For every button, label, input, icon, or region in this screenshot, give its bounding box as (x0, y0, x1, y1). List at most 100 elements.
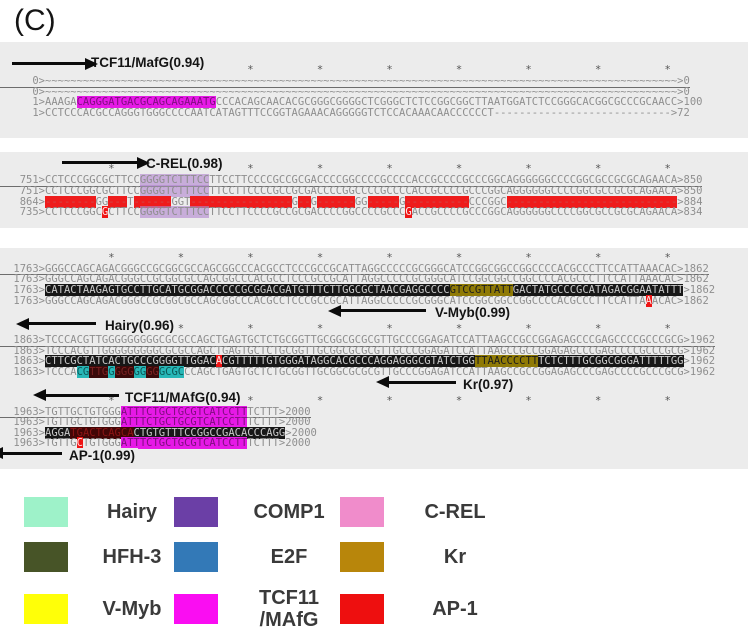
sequence-end-position: >850 (677, 174, 703, 187)
highlight-red: ---------------- (190, 195, 292, 208)
sequence-end-position: >884 (677, 195, 703, 208)
sequence-body: TGTTGCTGTGGGATTTCTGCTGCGTCATCCTTTCTTT (45, 437, 279, 450)
highlight-lavender: GGGGTCTTTCC (139, 184, 210, 197)
sequence-segment: GGGCCAGCAGACGGGCCGCGGCGCCAGCGGCCCACGCCTC… (45, 294, 646, 307)
sequence-segment: ACAC (651, 294, 678, 307)
arrow-left-icon (328, 304, 426, 317)
binding-site-label: Hairy(0.96) (102, 318, 178, 334)
legend-label-v-myb: V-Myb (102, 597, 162, 620)
sequence-start-position: 735> (19, 206, 45, 219)
sequence-line: 0>~~~~~~~~~~~~~~~~~~~~~~~~~~~~~~~~~~~~~~… (0, 85, 690, 98)
arrow-head (328, 304, 341, 317)
highlight-red: ------ (133, 195, 172, 208)
sequence-start-position: 1863> (13, 334, 45, 347)
legend-label-hairy: Hairy (106, 500, 158, 523)
highlight-lavender: GGGGTCTTTCC (139, 206, 210, 219)
sequence-segment: TGTGGG (82, 437, 121, 450)
sequence-end-position: >1962 (683, 334, 716, 347)
arrow-head (137, 156, 150, 169)
sequence-segment: TCCCA (45, 365, 77, 378)
sequence-segment: CTTCGCTATCACTGCCCGGGGTTGGAC (45, 355, 216, 368)
sequence-body: GGGCCAGCAGACGGGCCGCGGCGCCAGCGGCCCACGCCTC… (45, 263, 677, 275)
sequence-segment: CCTCCCGGCGCTTCC (45, 184, 140, 197)
sequence-start-position: 1763> (13, 262, 45, 275)
sequence-end-position: >2000 (278, 416, 311, 429)
arrow-head (16, 317, 29, 330)
sequence-line: 1>CCTCCCACGCCAGGGTGGGCCCCAATCATAGTTTCCGG… (0, 106, 690, 119)
binding-site-label: TCF11/MAfG(0.94) (122, 389, 244, 405)
highlight-lavender: GGGGTCTTTCC (139, 174, 210, 187)
sequence-start-position: 1763> (13, 283, 45, 296)
arrow-left-icon (33, 389, 119, 401)
highlight-cyan: G (108, 365, 115, 378)
position-marker-row: * * * * * * * * * (45, 251, 678, 264)
annotation-row: * * * * * * * * * Hairy(0.96) (0, 317, 748, 335)
legend-item-ap-1: AP-1 (340, 587, 510, 631)
sequence-row: 864>--------GG---T------GGT-------------… (0, 195, 748, 208)
sequence-start-position: 1963> (13, 405, 45, 418)
sequence-start-position: 1863> (13, 355, 45, 368)
sequence-row: 751>CCTCCCGGCGCTTCCGGGGTCTTTCCTTCCTTCCCC… (0, 174, 748, 187)
annotation-row: * * * * * * * * * C-REL(0.98) (0, 156, 748, 175)
sequence-segment: ~~~~~~~~~~~~~~~~~~~~~~~~~~~~~~~~~~~~~~~~… (45, 75, 678, 87)
sequence-end-position: >1962 (683, 344, 716, 357)
sequence-segment: CCTCCCGGC (45, 206, 102, 219)
sequence-line: 1763>GGGCCAGCAGACGGGCCGCGGCGCCAGCGGCCCAC… (0, 262, 709, 276)
legend-item-kr: Kr (340, 541, 510, 572)
sequence-body: AAAGACAGGGATGACGCAGCAGAAATGCCCACAGCAACAC… (45, 96, 677, 109)
sequence-body: GGGCCAGCAGACGGGCCGCGGCGCCAGCGGCCCACGCCTC… (45, 294, 678, 307)
arrow-left-icon (16, 317, 96, 330)
figure-label: (C) (14, 4, 56, 37)
sequence-segment: T (127, 195, 134, 208)
sequence-body: TCCCACGTTGGGGGGGGGCGCGCCAGCTGAGTGCTCTGCG… (45, 345, 683, 357)
sequence-body: AGGATGACTCAGCACTGTGTTTCCGGCCGACACCCAGG (45, 426, 286, 439)
sequence-end-position: >72 (670, 106, 690, 119)
alignment-panel-3: * * * * * * * * * 1763>GGGCCAGCAGACGGGCC… (0, 247, 748, 469)
sequence-end-position: >0 (677, 85, 690, 98)
highlight-magenta: ATTTCTGCTGCGTCATCCTT (120, 405, 248, 418)
sequence-segment: G (399, 195, 406, 208)
sequence-body: TGTTGCTGTGGGATTTCTGCTGCGTCATCCTTTCTTT (45, 416, 279, 429)
legend-swatch-e2f (174, 541, 218, 572)
sequence-start-position: 864> (19, 195, 45, 208)
highlight-cyan: GCGC (158, 365, 185, 378)
arrow-head (85, 57, 98, 70)
sequence-start-position: 1963> (13, 437, 45, 450)
sequence-body: CCTCCCGGCGCTTCCGGGGTCTTTCCTTCCTTCCCCGCCG… (45, 174, 677, 187)
annotation-row: V-Myb(0.99) (0, 304, 748, 321)
sequence-line: 0>~~~~~~~~~~~~~~~~~~~~~~~~~~~~~~~~~~~~~~… (0, 76, 690, 88)
sequence-end-position: >0 (677, 75, 690, 87)
legend-swatch-kr (340, 541, 384, 572)
sequence-segment: ~~~~~~~~~~~~~~~~~~~~~~~~~~~~~~~~~~~~~~~~… (45, 85, 678, 98)
sequence-body: --------GG---T------GGT----------------G… (45, 195, 678, 208)
sequence-segment: TTCCTTCCCCGCCGCGACCCCGGCCCCGCCC (209, 206, 406, 219)
alignment-panel-1: * * * * * * * * * TCF11/MafG(0.94) 0>~~~~… (0, 42, 748, 139)
sequence-line: 1763>GGGCCAGCAGACGGGCCGCGGCGCCAGCGGCCCAC… (0, 274, 708, 285)
annotation-row: * * * * * * * * * TCF11/MAfG(0.94) (0, 389, 748, 407)
binding-site-label: V-Myb(0.99) (432, 305, 514, 321)
sequence-row: 1763>GGGCCAGCAGACGGGCCGCGGCGCCAGCGGCCCAC… (0, 262, 748, 276)
highlight-redchar: G (405, 206, 412, 219)
highlight-red: --- (108, 195, 128, 208)
sequence-end-position: >1862 (677, 294, 709, 307)
highlight-maroon2: GG (146, 365, 159, 378)
highlight-maroon: TGACTCAGCA (70, 426, 134, 439)
sequence-segment: AGGA (45, 426, 71, 439)
annotation-row: AP-1(0.99) (0, 447, 748, 463)
highlight-red: -------- (45, 195, 96, 208)
sequence-segment: TGTTG (45, 437, 77, 450)
highlight-maroon2: GGG (114, 365, 134, 378)
binding-site-label: AP-1(0.99) (66, 447, 139, 463)
sequence-row: 735>CCTCCCGGCGCTTCCGGGGTCTTTCCTTCCTTCCCC… (0, 206, 748, 219)
legend-swatch-ap-1 (340, 593, 384, 624)
legend-swatch-tcf11-mafg (174, 593, 218, 624)
alignment-panel-2: * * * * * * * * * C-REL(0.98) 751>CCTCCCG… (0, 152, 748, 228)
sequence-segment: CCAGCTGAGTGCTCTGCGGTTGCGGCGCGCGTTGCCCGGA… (184, 365, 684, 378)
sequence-segment: TGTTGCTGTGGG (45, 405, 121, 418)
sequence-line: 1763>CATACTAAGAGTGCCTTGCATGCGGACCCCCGCGG… (0, 283, 715, 296)
sequence-start-position: 1963> (13, 416, 45, 429)
sequence-segment: TCTTT (247, 405, 279, 418)
arrow-right-icon (12, 57, 98, 70)
sequence-row: 1>CCTCCCACGCCAGGGTGGGCCCCAATCATAGTTTCCGG… (0, 106, 748, 119)
legend-swatch-hfh-3 (24, 541, 68, 572)
